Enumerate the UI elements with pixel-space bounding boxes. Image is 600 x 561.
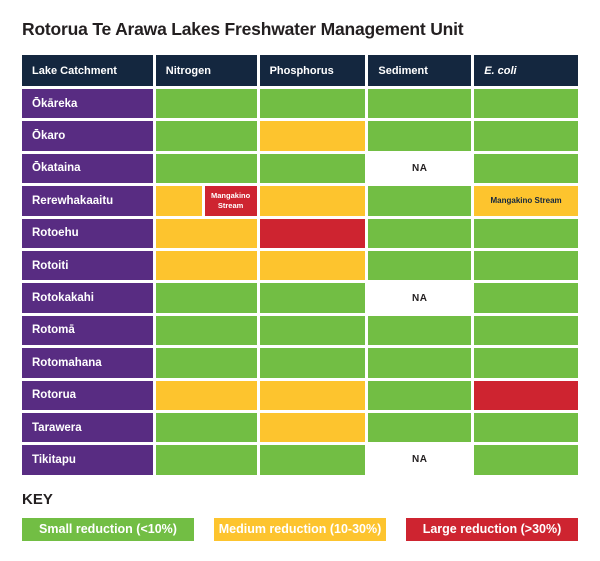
status-cell-green [368,89,472,119]
status-cell-yellow [259,380,366,410]
page-title: Rotorua Te Arawa Lakes Freshwater Manage… [22,19,464,39]
status-cell-yellow: Mangakino Stream [474,186,578,216]
status-cell-green [155,315,257,346]
status-cell-yellow [155,218,257,248]
status-cell-green [474,121,578,151]
column-header: Nitrogen [155,55,257,86]
column-header: Sediment [368,55,472,86]
status-cell-green [368,412,472,443]
status-cell-green [259,348,366,378]
status-cell-green [155,412,257,443]
lake-name-cell: Rotorua [22,380,153,410]
status-cell-green [259,89,366,119]
lake-name-cell: Rotoehu [22,218,153,248]
lake-name-cell: Ōkataina [22,153,153,184]
status-cell-green [474,412,578,443]
status-cell-green [259,315,366,346]
status-cell-green [155,283,257,313]
status-cell-green [155,89,257,119]
status-cell-red [259,218,366,248]
status-cell-red [474,380,578,410]
column-header: Phosphorus [259,55,366,86]
status-cell-green [368,186,472,216]
status-cell-yellow [155,250,257,281]
status-cell-split: Mangakino Stream [155,186,257,216]
status-cell-green [155,445,257,475]
status-cell-green [368,348,472,378]
split-right-red-label: Mangakino Stream [204,186,257,216]
key-box-medium-reduction: Medium reduction (10-30%) [214,517,386,541]
lake-name-cell: Rotomahana [22,348,153,378]
status-cell-green [474,218,578,248]
lake-name-cell: Ōkaro [22,121,153,151]
status-cell-green [155,153,257,184]
status-cell-green [368,218,472,248]
status-cell-green [474,283,578,313]
key-box-small-reduction: Small reduction (<10%) [22,517,194,541]
status-cell-green [368,380,472,410]
na-cell: NA [368,153,472,184]
status-cell-yellow [259,250,366,281]
split-left-yellow [155,186,202,216]
status-cell-green [259,283,366,313]
lake-name-cell: Tarawera [22,412,153,443]
status-table: Lake Catchment Nitrogen Phosphorus Sediment… [22,55,578,475]
status-cell-green [474,348,578,378]
status-cell-yellow [155,380,257,410]
status-cell-green [474,250,578,281]
lake-name-cell: Tikitapu [22,445,153,475]
status-cell-green [474,445,578,475]
status-cell-green [474,89,578,119]
status-cell-green [155,121,257,151]
status-cell-green [155,348,257,378]
status-cell-green [368,250,472,281]
key-box-large-reduction: Large reduction (>30%) [406,517,578,541]
column-header: E. coli [474,55,578,86]
status-cell-green [368,315,472,346]
status-cell-yellow [259,121,366,151]
key-heading: KEY [22,490,53,508]
column-header: Lake Catchment [22,55,153,86]
lake-name-cell: Rotomā [22,315,153,346]
key-legend: Small reduction (<10%) Medium reduction … [22,517,578,541]
lake-name-cell: Rotokakahi [22,283,153,313]
na-cell: NA [368,283,472,313]
status-cell-green [259,445,366,475]
na-cell: NA [368,445,472,475]
lake-name-cell: Rerewhakaaitu [22,186,153,216]
status-cell-green [474,153,578,184]
status-cell-yellow [259,412,366,443]
lake-name-cell: Ōkāreka [22,89,153,119]
status-cell-yellow [259,186,366,216]
status-cell-green [474,315,578,346]
status-cell-green [368,121,472,151]
status-cell-green [259,153,366,184]
lake-name-cell: Rotoiti [22,250,153,281]
